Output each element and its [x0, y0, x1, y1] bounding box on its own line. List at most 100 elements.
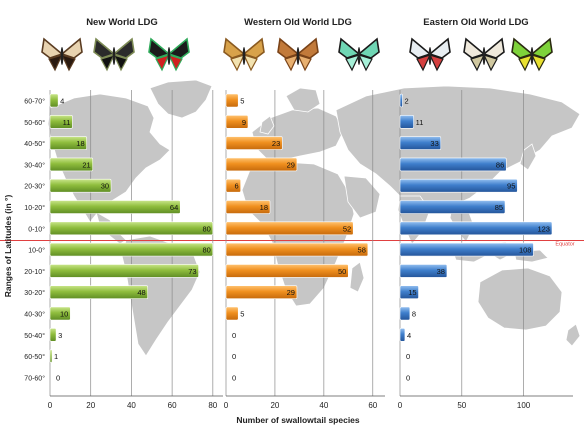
butterfly-body — [112, 47, 116, 65]
butterfly-wing — [93, 37, 116, 59]
bar — [49, 306, 71, 321]
butterfly-body — [530, 47, 534, 65]
bar — [225, 285, 298, 300]
bar — [399, 178, 518, 193]
x-tick-label: 40 — [127, 401, 136, 410]
data-label: 1 — [54, 352, 58, 361]
bar — [49, 327, 57, 342]
data-label: 38 — [437, 267, 445, 276]
data-label: 18 — [260, 203, 268, 212]
butterfly-wing — [296, 54, 312, 72]
data-label: 18 — [76, 139, 84, 148]
bar — [49, 264, 199, 278]
butterfly-body — [357, 47, 361, 65]
data-label: 0 — [232, 373, 236, 382]
world-map-background — [47, 79, 581, 357]
data-label: 10 — [60, 310, 68, 319]
bar — [225, 264, 349, 278]
butterfly-icon — [409, 37, 451, 72]
x-tick-label: 0 — [48, 401, 53, 410]
butterfly-wing — [357, 54, 373, 72]
data-label: 73 — [188, 267, 196, 276]
bar — [399, 285, 419, 300]
butterfly-wing — [242, 54, 258, 72]
data-label: 30 — [101, 182, 109, 191]
butterfly-wing — [284, 54, 300, 72]
y-tick-label: 10-0° — [28, 247, 45, 255]
butterfly-wing — [530, 54, 546, 72]
data-label: 4 — [407, 331, 411, 340]
butterfly-wing — [338, 37, 361, 59]
bar — [49, 178, 112, 193]
data-label: 64 — [170, 203, 178, 212]
bar — [225, 200, 271, 214]
data-label: 86 — [496, 160, 504, 169]
data-label: 23 — [272, 139, 280, 148]
butterfly-wing — [100, 54, 116, 72]
butterfly-body — [482, 47, 486, 65]
butterfly-icon — [511, 37, 553, 72]
panel-title: New World LDG — [86, 17, 158, 28]
y-tick-label: 40-50° — [24, 140, 45, 148]
y-tick-label: 0-10° — [28, 225, 45, 233]
bar — [225, 178, 241, 193]
butterfly-icon — [93, 37, 135, 72]
data-label: 0 — [406, 373, 410, 382]
x-tick-label: 0 — [224, 401, 229, 410]
y-tick-label: 20-10° — [24, 268, 45, 276]
bar — [399, 264, 448, 278]
butterfly-icon — [338, 37, 380, 72]
butterfly-wing — [357, 37, 380, 59]
butterfly-wing — [41, 37, 64, 59]
butterfly-icon — [148, 37, 190, 72]
bar — [225, 221, 354, 236]
data-label: 58 — [358, 246, 366, 255]
x-axis-title: Number of swallowtail species — [236, 415, 360, 425]
data-label: 108 — [519, 246, 532, 255]
butterfly-wing — [60, 54, 76, 72]
butterfly-icon — [463, 37, 505, 72]
y-tick-label: 40-30° — [24, 311, 45, 319]
data-label: 80 — [202, 224, 210, 233]
data-label: 0 — [406, 352, 410, 361]
bar — [399, 306, 411, 321]
butterfly-wing — [242, 37, 265, 59]
data-label: 0 — [232, 352, 236, 361]
bar — [399, 221, 553, 236]
data-label: 0 — [232, 331, 236, 340]
data-label: 48 — [137, 288, 145, 297]
bar — [49, 93, 59, 108]
data-label: 50 — [338, 267, 346, 276]
data-label: 3 — [58, 331, 62, 340]
data-label: 29 — [287, 160, 295, 169]
data-label: 29 — [287, 288, 295, 297]
butterfly-wing — [482, 37, 505, 59]
butterfly-wing — [428, 37, 451, 59]
butterfly-wing — [112, 54, 128, 72]
data-label: 4 — [60, 97, 64, 106]
bar — [49, 349, 53, 363]
data-label: 11 — [416, 118, 424, 127]
y-tick-label: 50-60° — [24, 119, 45, 127]
bar — [49, 136, 87, 150]
x-tick-label: 60 — [168, 401, 177, 410]
data-label: 8 — [412, 310, 416, 319]
bar — [49, 157, 94, 172]
data-label: 11 — [63, 118, 71, 127]
y-axis-title: Ranges of Latitudes (in °) — [3, 195, 13, 298]
data-label: 6 — [235, 182, 239, 191]
x-tick-label: 20 — [86, 401, 95, 410]
butterfly-wing — [60, 37, 83, 59]
butterfly-body — [296, 47, 300, 65]
bar — [49, 200, 181, 214]
butterfly-icon — [277, 37, 319, 72]
butterfly-wing — [428, 54, 444, 72]
data-label: 0 — [56, 373, 60, 382]
butterfly-wing — [296, 37, 319, 59]
butterfly-icon — [41, 37, 83, 72]
y-tick-label: 20-30° — [24, 183, 45, 191]
butterfly-wing — [230, 54, 246, 72]
butterfly-wing — [345, 54, 361, 72]
